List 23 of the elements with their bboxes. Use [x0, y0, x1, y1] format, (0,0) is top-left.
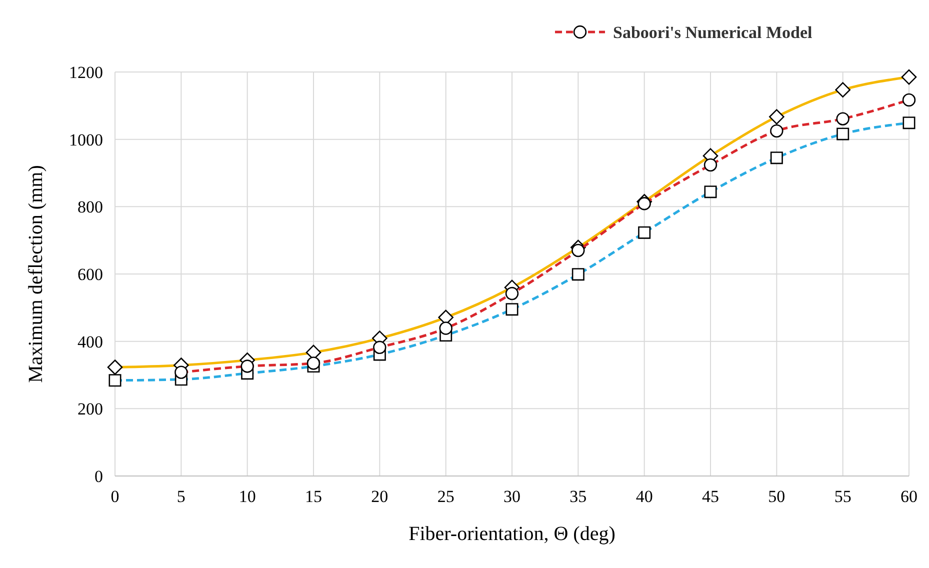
x-tick-label: 0 [110, 487, 120, 506]
y-tick-label: 800 [78, 198, 103, 217]
y-tick-label: 1000 [69, 130, 103, 150]
x-tick-label: 50 [768, 487, 786, 506]
x-tick-label: 10 [238, 487, 256, 506]
x-tick-label: 20 [371, 487, 388, 506]
x-tick-label: 15 [305, 487, 322, 506]
x-tick-label: 5 [176, 487, 186, 506]
x-axis-title: Fiber-orientation, Θ (deg) [408, 523, 616, 545]
y-tick-label: 0 [94, 467, 103, 486]
y-tick-label: 600 [78, 265, 103, 284]
x-tick-label: 45 [702, 487, 719, 506]
x-tick-label: 60 [900, 487, 918, 506]
x-tick-label: 30 [504, 487, 520, 506]
y-tick-label: 200 [78, 400, 103, 419]
legend-label: Saboori's Numerical Model [613, 23, 813, 42]
y-axis-title: Maximum deflection (mm) [25, 165, 47, 383]
x-tick-label: 35 [570, 487, 587, 506]
x-tick-label: 40 [636, 487, 653, 506]
x-tick-label: 25 [437, 487, 454, 506]
y-tick-label: 1200 [69, 63, 103, 82]
x-tick-label: 55 [834, 487, 852, 506]
y-tick-label: 400 [78, 332, 103, 352]
